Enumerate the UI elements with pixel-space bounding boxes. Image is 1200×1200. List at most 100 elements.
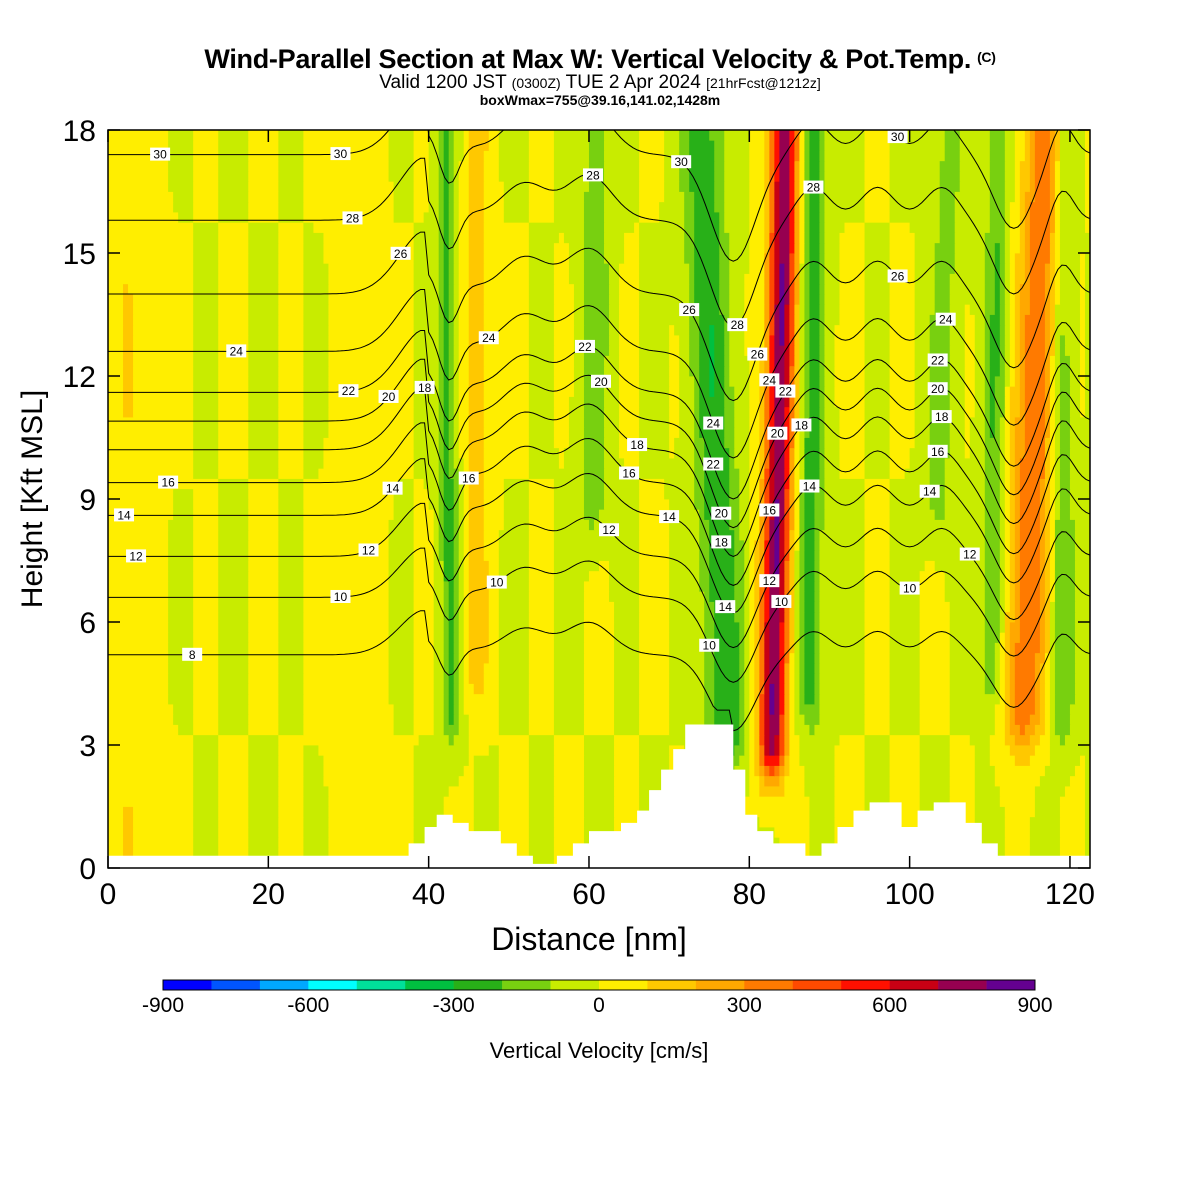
- velocity-cell: [1009, 724, 1021, 736]
- velocity-cell: [949, 754, 976, 766]
- velocity-cell: [1084, 785, 1090, 797]
- velocity-cell: [218, 826, 249, 838]
- velocity-cell: [754, 765, 760, 777]
- velocity-cell: [639, 703, 670, 715]
- velocity-cell: [443, 130, 450, 141]
- velocity-cell: [954, 242, 986, 254]
- velocity-cell: [1084, 180, 1090, 192]
- velocity-cell: [779, 672, 785, 684]
- velocity-cell: [1044, 724, 1051, 736]
- velocity-cell: [1074, 765, 1086, 777]
- velocity-cell: [443, 498, 455, 510]
- velocity-cell: [914, 283, 936, 295]
- velocity-cell: [799, 539, 806, 551]
- velocity-cell: [714, 201, 725, 213]
- velocity-cell: [639, 242, 685, 254]
- velocity-cell: [669, 437, 675, 449]
- velocity-cell: [388, 642, 415, 654]
- velocity-cell: [458, 662, 465, 674]
- velocity-cell: [769, 437, 775, 449]
- velocity-cell: [984, 549, 1001, 561]
- velocity-cell: [218, 642, 249, 654]
- velocity-cell: [984, 385, 991, 397]
- velocity-cell: [889, 560, 926, 572]
- velocity-cell: [809, 170, 821, 182]
- velocity-cell: [193, 150, 219, 162]
- velocity-cell: [794, 642, 801, 654]
- contour-label-bg: [711, 506, 732, 520]
- velocity-cell: [1084, 170, 1090, 182]
- velocity-cell: [774, 478, 785, 490]
- colorbar-tick-label: -300: [433, 994, 475, 1017]
- velocity-cell: [303, 221, 315, 233]
- velocity-cell: [248, 426, 279, 438]
- velocity-cell: [413, 221, 440, 233]
- velocity-cell: [108, 724, 179, 736]
- velocity-cell: [1049, 396, 1056, 408]
- velocity-cell: [1004, 232, 1011, 244]
- velocity-cell: [804, 232, 811, 244]
- velocity-cell: [193, 785, 219, 797]
- velocity-cell: [824, 191, 866, 203]
- velocity-cell: [108, 611, 169, 623]
- velocity-cell: [729, 232, 750, 244]
- velocity-cell: [819, 467, 826, 479]
- velocity-cell: [949, 416, 966, 428]
- velocity-cell: [814, 621, 821, 633]
- contour-label: 10: [334, 590, 348, 604]
- velocity-cell: [1029, 826, 1061, 838]
- velocity-cell: [889, 785, 921, 797]
- velocity-cell: [448, 170, 455, 182]
- velocity-cell: [1084, 262, 1090, 274]
- velocity-cell: [769, 201, 775, 213]
- velocity-cell: [583, 765, 615, 777]
- velocity-cell: [1079, 283, 1086, 295]
- velocity-cell: [729, 519, 740, 531]
- velocity-cell: [443, 570, 455, 582]
- velocity-cell: [749, 457, 760, 469]
- velocity-cell: [989, 221, 1006, 233]
- velocity-cell: [1009, 355, 1016, 367]
- velocity-cell: [814, 652, 821, 664]
- velocity-cell: [804, 570, 816, 582]
- velocity-cell: [108, 252, 194, 264]
- velocity-cell: [303, 754, 325, 766]
- velocity-cell: [764, 631, 770, 643]
- velocity-cell: [1009, 416, 1016, 428]
- velocity-cell: [639, 160, 665, 172]
- velocity-cell: [528, 560, 555, 572]
- velocity-cell: [614, 713, 640, 725]
- velocity-cell: [789, 539, 795, 551]
- velocity-cell: [463, 642, 470, 654]
- velocity-cell: [1049, 273, 1056, 285]
- velocity-cell: [764, 385, 770, 397]
- velocity-cell: [1049, 529, 1056, 541]
- velocity-cell: [639, 303, 690, 315]
- velocity-cell: [834, 396, 866, 408]
- velocity-cell: [889, 201, 941, 213]
- velocity-cell: [193, 590, 219, 602]
- velocity-cell: [984, 262, 996, 274]
- velocity-cell: [1044, 580, 1051, 592]
- velocity-cell: [168, 529, 194, 541]
- velocity-cell: [1034, 724, 1046, 736]
- velocity-cell: [794, 529, 801, 541]
- y-tick-label: 6: [79, 607, 96, 640]
- velocity-cell: [724, 334, 730, 346]
- velocity-cell: [1029, 242, 1051, 254]
- velocity-cell: [453, 519, 460, 531]
- velocity-cell: [248, 252, 279, 264]
- velocity-cell: [218, 498, 249, 510]
- velocity-cell: [889, 642, 921, 654]
- velocity-cell: [794, 385, 801, 397]
- velocity-cell: [694, 457, 705, 469]
- velocity-cell: [218, 334, 249, 346]
- velocity-cell: [303, 478, 400, 490]
- velocity-cell: [964, 355, 976, 367]
- velocity-cell: [769, 539, 775, 551]
- velocity-cell: [303, 324, 330, 336]
- velocity-cell: [819, 631, 866, 643]
- velocity-cell: [1014, 426, 1026, 438]
- velocity-cell: [949, 734, 971, 746]
- velocity-cell: [303, 180, 395, 192]
